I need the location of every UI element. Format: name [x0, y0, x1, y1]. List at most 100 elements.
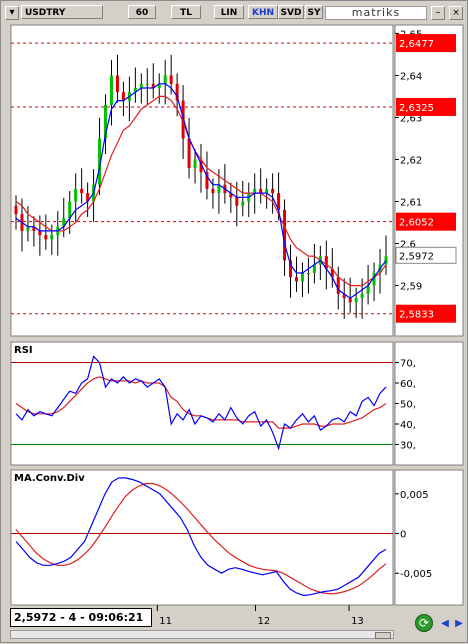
scroll-left-icon[interactable]: ◀ — [441, 618, 449, 629]
candle-body — [229, 193, 233, 198]
candle-body — [26, 226, 30, 231]
candle-body — [330, 268, 334, 278]
candle-body — [169, 75, 173, 84]
candle-body — [306, 272, 310, 274]
candle-body — [366, 285, 370, 294]
candle-body — [38, 230, 42, 236]
macd-axis-area — [394, 469, 464, 606]
candle-body — [104, 104, 108, 139]
rsi-tick-label: 40, — [400, 420, 416, 431]
candle-chart-button[interactable]: KHN — [248, 5, 278, 19]
candle-body — [109, 75, 113, 105]
macd-plot-area — [10, 469, 394, 606]
candle-body — [14, 205, 18, 215]
rsi-line — [15, 355, 387, 451]
time-tick-label: 11 — [159, 616, 172, 627]
price-tick-label: 2,59 — [400, 282, 422, 293]
svd-button[interactable]: SVD — [278, 5, 304, 19]
rsi-title: RSI — [14, 345, 33, 356]
candle-body — [98, 138, 102, 185]
close-icon[interactable]: × — [449, 6, 463, 20]
rsi-panel[interactable]: 30, 40, 50, 60, 70, RSI — [10, 341, 464, 466]
price-axis-area — [394, 24, 464, 337]
macd-signal-line — [15, 482, 387, 595]
candle-body — [211, 188, 215, 194]
slow-average-line — [15, 95, 387, 287]
candle-body — [86, 193, 90, 202]
last-price-box — [395, 246, 457, 264]
candle-body — [277, 193, 281, 210]
candle-body — [235, 197, 239, 206]
linear-scale-button[interactable]: LIN — [214, 5, 244, 19]
candle-body — [259, 188, 263, 194]
level-price-label: 2,6052 — [399, 218, 434, 229]
candle-body — [44, 235, 48, 240]
rsi-tick-label: 30, — [400, 441, 416, 452]
candle-body — [133, 88, 137, 93]
price-tick-label: 2,62 — [400, 155, 422, 166]
candle-body — [187, 138, 191, 168]
currency-button[interactable]: TL — [171, 5, 201, 19]
rsi-axis-area — [394, 341, 464, 466]
candle-body — [342, 293, 346, 299]
candle-body — [324, 256, 328, 269]
candle-body — [283, 209, 287, 261]
candle-body — [157, 83, 161, 89]
candle-body — [32, 226, 36, 231]
candle-body — [241, 201, 245, 206]
rsi-tick-label: 60, — [400, 379, 416, 390]
candle-body — [193, 159, 197, 168]
candle-body — [336, 277, 340, 294]
brand-logo: matriks — [325, 6, 427, 20]
chart-toolbar: ▾ USDTRY 60 TL LIN KHN SVD SY matriks – … — [3, 3, 465, 23]
cursor-readout: 2,5972 - 4 - 09:06:21 — [10, 608, 152, 627]
refresh-icon[interactable]: ⟳ — [415, 614, 433, 632]
level-price-box — [396, 304, 456, 323]
candle-body — [121, 92, 125, 101]
candle-body — [217, 184, 221, 194]
macd-title: MA.Conv.Div — [14, 473, 85, 484]
price-panel[interactable]: 2,592,62,612,622,632,642,652,64772,63252… — [10, 24, 464, 337]
level-price-label: 2,6325 — [399, 103, 434, 114]
time-tick-label: 12 — [257, 616, 270, 627]
candle-body — [354, 298, 358, 303]
time-scrollbar[interactable] — [10, 630, 394, 639]
candle-body — [372, 272, 376, 286]
candle-body — [253, 188, 257, 194]
scroll-thumb[interactable] — [375, 632, 391, 639]
candle-body — [139, 83, 143, 89]
minimize-icon[interactable]: – — [431, 6, 445, 20]
last-price-label: 2,5972 — [399, 251, 434, 262]
status-bar: 2,5972 - 4 - 09:06:21 ⟳ ◀ ▶ — [3, 605, 465, 642]
candle-body — [151, 83, 155, 89]
fast-average-line — [15, 83, 387, 299]
symbol-selector[interactable]: USDTRY — [21, 5, 103, 19]
candle-body — [289, 260, 293, 278]
price-tick-label: 2,64 — [400, 71, 422, 82]
macd-tick-label: -0,005 — [400, 569, 432, 580]
macd-panel[interactable]: -0,005 0 0,005 MA.Conv.Div — [10, 469, 464, 606]
price-plot-area — [10, 24, 394, 337]
macd-tick-label: 0,005 — [400, 490, 429, 501]
candle-body — [74, 188, 78, 202]
candle-body — [294, 277, 298, 282]
level-price-label: 2,6477 — [399, 39, 434, 50]
candle-body — [312, 264, 316, 273]
sy-button[interactable]: SY — [305, 5, 323, 19]
candle-body — [300, 272, 304, 282]
level-price-box — [396, 97, 456, 116]
rsi-tick-label: 70, — [400, 359, 416, 370]
period-button[interactable]: 60 — [128, 5, 156, 19]
candle-body — [175, 83, 179, 101]
scroll-right-icon[interactable]: ▶ — [455, 618, 463, 629]
macd-line — [15, 477, 387, 597]
candle-body — [62, 218, 66, 227]
candle-body — [384, 256, 388, 265]
candle-body — [271, 188, 275, 194]
price-tick-label: 2,63 — [400, 113, 422, 124]
candle-body — [205, 172, 209, 189]
macd-tick-label: 0 — [400, 530, 406, 541]
window-menu-icon[interactable]: ▾ — [5, 6, 19, 20]
